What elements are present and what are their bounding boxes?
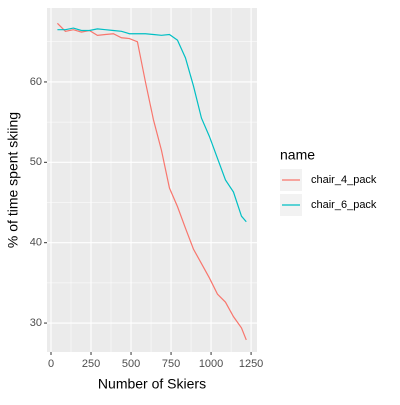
y-tick-label: 50 (30, 156, 42, 168)
x-tick-label: 1250 (239, 358, 263, 370)
legend-text: chair_4_pack (311, 174, 377, 186)
y-tick-label: 60 (30, 76, 42, 88)
y-tick-label: 30 (30, 317, 42, 329)
x-tick-label: 250 (82, 358, 100, 370)
panel (47, 8, 257, 352)
legend-text: chair_6_pack (311, 199, 377, 211)
legend-title: name (280, 147, 315, 163)
line-series (57, 27, 247, 223)
y-axis-title: % of time spent skiing (5, 112, 21, 248)
x-tick-label: 0 (48, 358, 54, 370)
x-axis-title: Number of Skiers (98, 376, 206, 392)
x-tick-label: 500 (122, 358, 140, 370)
x-tick-label: 750 (162, 358, 180, 370)
x-tick-label: 1000 (199, 358, 223, 370)
y-tick-label: 40 (30, 237, 42, 249)
